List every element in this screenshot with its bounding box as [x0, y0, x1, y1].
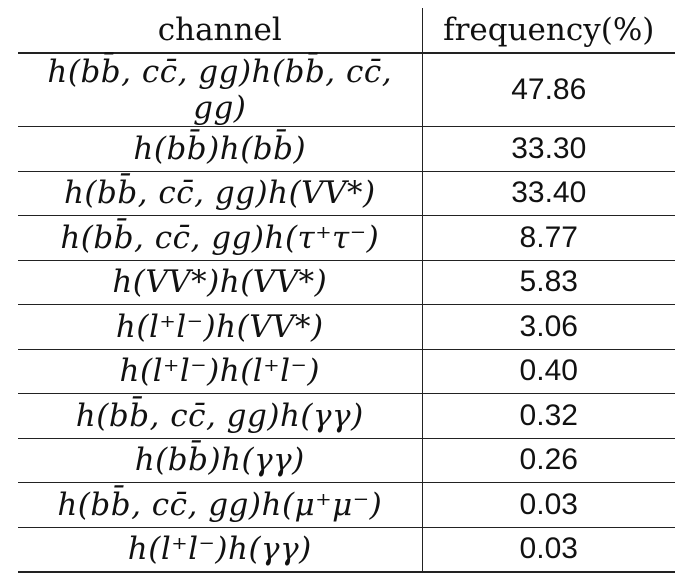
cell-frequency: 33.30: [422, 126, 675, 172]
cell-frequency: 5.83: [422, 260, 675, 305]
header-frequency: frequency(%): [422, 8, 675, 54]
table-row: h(bb̄, cc̄, gg)h(μ⁺μ⁻) 0.03: [18, 482, 675, 528]
cell-channel: h(bb̄)h(γγ): [18, 438, 423, 483]
cell-frequency: 33.40: [422, 171, 675, 216]
header-channel: channel: [18, 8, 423, 54]
decay-channel-table-container: channel frequency(%) h(bb̄, cc̄, gg)h(bb…: [18, 8, 675, 573]
cell-frequency: 0.40: [422, 349, 675, 394]
cell-channel: h(bb̄, cc̄, gg)h(τ⁺τ⁻): [18, 215, 423, 261]
table-row: h(bb̄, cc̄, gg)h(γγ) 0.32: [18, 393, 675, 439]
cell-channel: h(l⁺l⁻)h(γγ): [18, 527, 423, 573]
cell-channel: h(l⁺l⁻)h(l⁺l⁻): [18, 349, 423, 394]
table-row: h(bb̄, cc̄, gg)h(τ⁺τ⁻) 8.77: [18, 215, 675, 261]
table-row: h(bb̄, cc̄, gg)h(VV*) 33.40: [18, 171, 675, 216]
table-row: h(bb̄)h(bb̄) 33.30: [18, 126, 675, 172]
cell-channel: h(bb̄, cc̄, gg)h(γγ): [18, 393, 423, 439]
cell-frequency: 0.03: [422, 527, 675, 573]
cell-frequency: 0.26: [422, 438, 675, 483]
table-row: h(VV*)h(VV*) 5.83: [18, 260, 675, 305]
table-body: h(bb̄, cc̄, gg)h(bb̄, cc̄, gg) 47.86 h(b…: [18, 53, 675, 573]
decay-channel-table: channel frequency(%) h(bb̄, cc̄, gg)h(bb…: [18, 8, 675, 573]
cell-frequency: 0.03: [422, 482, 675, 528]
cell-channel: h(bb̄, cc̄, gg)h(bb̄, cc̄, gg): [18, 53, 423, 127]
table-row: h(l⁺l⁻)h(γγ) 0.03: [18, 527, 675, 573]
table-row: h(bb̄)h(γγ) 0.26: [18, 438, 675, 483]
cell-frequency: 47.86: [422, 53, 675, 127]
table-row: h(l⁺l⁻)h(VV*) 3.06: [18, 304, 675, 350]
cell-channel: h(l⁺l⁻)h(VV*): [18, 304, 423, 350]
cell-channel: h(bb̄, cc̄, gg)h(μ⁺μ⁻): [18, 482, 423, 528]
cell-frequency: 8.77: [422, 215, 675, 261]
table-header: channel frequency(%): [18, 8, 675, 54]
cell-channel: h(VV*)h(VV*): [18, 260, 423, 305]
cell-channel: h(bb̄, cc̄, gg)h(VV*): [18, 171, 423, 216]
table-row: h(l⁺l⁻)h(l⁺l⁻) 0.40: [18, 349, 675, 394]
table-row: h(bb̄, cc̄, gg)h(bb̄, cc̄, gg) 47.86: [18, 53, 675, 127]
cell-channel: h(bb̄)h(bb̄): [18, 126, 423, 172]
header-row: channel frequency(%): [18, 8, 675, 54]
cell-frequency: 0.32: [422, 393, 675, 439]
cell-frequency: 3.06: [422, 304, 675, 350]
